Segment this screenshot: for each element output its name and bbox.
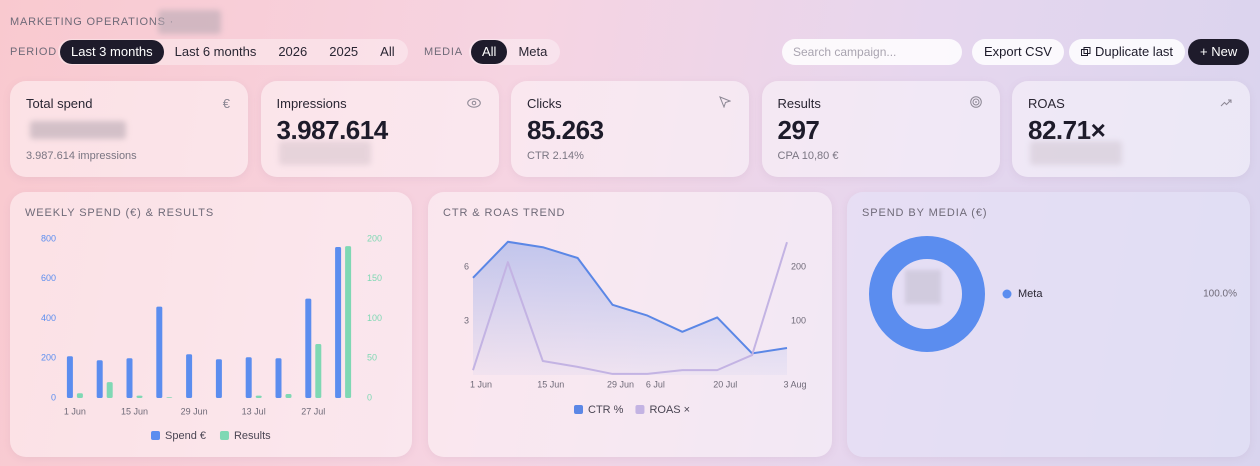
chart-card [10,192,412,457]
kpi-label: ROAS [1028,96,1065,111]
kpi-icon [719,96,732,111]
kpi-card: Results 297 CPA 10,80 € [761,81,1000,177]
kpi-icon [466,96,481,111]
kpi-label: Clicks [527,96,562,111]
filter-label: MEDIA [424,46,463,58]
button-label: Duplicate last [1095,44,1174,59]
redacted [30,121,126,139]
chart-card [428,192,832,457]
kpi-sub: CPA 10,80 € [777,150,839,162]
kpi-card: Total spend €3.987.614 impressions [10,81,248,177]
filter-option[interactable]: 2026 [278,44,308,59]
duplicate-button[interactable]: Duplicate last [1069,39,1186,65]
filter-option[interactable]: All [471,40,508,64]
kpi-label: Total spend [26,96,93,111]
redacted [1030,141,1122,165]
kpi-sub: CTR 2.14% [527,150,584,162]
export-button[interactable]: Export CSV [972,39,1064,65]
filter-label: PERIOD [10,46,57,58]
kpi-card: Clicks 85.263 CTR 2.14% [511,81,749,177]
filter-option[interactable]: 2025 [329,44,359,59]
page-title: MARKETING OPERATIONS · [10,16,175,28]
kpi-icon: € [222,96,230,111]
kpi-value: 297 [777,115,820,145]
redacted [278,141,371,165]
filter-option[interactable]: Last 6 months [174,44,257,59]
kpi-icon [1220,96,1232,111]
duplicate-icon [1081,47,1091,56]
kpi-label: Impressions [276,96,347,111]
redacted [158,10,221,34]
kpi-card: ROAS 82.71× [1012,81,1250,177]
kpi-sub: 3.987.614 impressions [26,150,137,162]
new-button[interactable]: + New [1188,39,1250,65]
kpi-value: 3.987.614 [276,115,389,145]
chart-card [847,192,1250,457]
media-filter: All Meta [469,39,561,65]
filter-option[interactable]: All [380,44,395,59]
filter-option[interactable]: Last 3 months [60,40,164,64]
kpi-card: Impressions 3.987.614 [260,81,499,177]
filter-option[interactable]: Meta [518,44,548,59]
kpi-value: 82.71× [1028,115,1106,145]
kpi-value: 85.263 [527,115,604,145]
period-filter: Last 3 months Last 6 months 2026 2025 All [58,39,408,65]
kpi-label: Results [777,96,821,111]
kpi-icon [969,96,982,111]
search-input[interactable]: Search campaign... [782,39,962,65]
